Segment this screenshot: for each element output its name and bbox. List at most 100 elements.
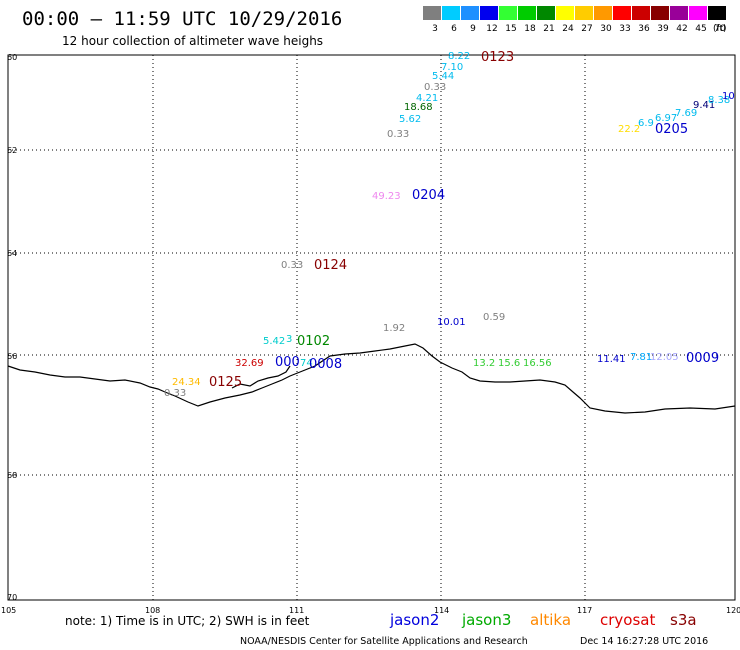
legend-label: 42 xyxy=(676,24,687,34)
legend-swatch xyxy=(594,6,612,20)
legend-label: 6 xyxy=(451,24,457,34)
wave-height-label: 18.68 xyxy=(404,102,433,113)
lat-label: 66 xyxy=(7,352,17,361)
lon-label: 114 xyxy=(434,606,449,615)
satellite-altika: altika xyxy=(530,611,571,629)
graticule xyxy=(8,55,735,600)
satellite-jason3: jason3 xyxy=(461,611,511,629)
wave-height-label: 8.38 xyxy=(708,95,730,106)
satellite-legend: jason2 jason3 altika cryosat s3a xyxy=(389,611,697,629)
pass-time-label: 0205 xyxy=(655,122,688,137)
legend-swatch xyxy=(518,6,536,20)
legend-swatch xyxy=(689,6,707,20)
wave-height-label: 4.21 xyxy=(416,93,438,104)
wave-height-label: 7.10 xyxy=(441,62,463,73)
wave-height-label: 12.05 xyxy=(650,352,679,363)
wave-height-label: 8.22 xyxy=(448,51,470,62)
pass-time-label: 0102 xyxy=(297,334,330,349)
wave-height-label: 6.9 xyxy=(638,118,654,129)
legend-label: 30 xyxy=(600,24,612,34)
legend-swatch xyxy=(499,6,517,20)
wave-height-label: 32.69 xyxy=(235,358,264,369)
legend-label: 33 xyxy=(619,24,630,34)
wave-height-label: 16.56 xyxy=(523,358,552,369)
lat-label: 62 xyxy=(7,146,17,155)
wave-height-label: 10 xyxy=(722,91,735,102)
legend-label: 39 xyxy=(657,24,669,34)
legend-label: 18 xyxy=(524,24,536,34)
wave-height-label: 1.92 xyxy=(383,323,405,334)
legend-label: 21 xyxy=(543,24,554,34)
wave-height-legend xyxy=(423,6,726,20)
pass-time-label: 0009 xyxy=(686,351,719,366)
wave-height-label: 0.33 xyxy=(281,260,303,271)
wave-height-label: 15.6 xyxy=(498,358,520,369)
pass-time-label: 0124 xyxy=(314,258,347,273)
wave-height-label: 6.97 xyxy=(655,113,677,124)
footer-note: note: 1) Time is in UTC; 2) SWH is in fe… xyxy=(65,614,310,628)
wave-height-label: 9.41 xyxy=(693,100,715,111)
lon-label: 105 xyxy=(1,606,16,615)
lon-label: 108 xyxy=(145,606,160,615)
legend-swatch xyxy=(575,6,593,20)
legend-label: 45 xyxy=(695,24,706,34)
legend-label: 70 xyxy=(714,24,726,34)
pass-time-layer: 0123 0204 0124 0102 0008 0125 0205 0009 000 xyxy=(209,50,719,390)
legend-swatch xyxy=(423,6,441,20)
map-title: 00:00 – 11:59 UTC 10/29/2016 xyxy=(22,8,342,30)
map-frame xyxy=(7,54,736,601)
credit-line: NOAA/NESDIS Center for Satellite Applica… xyxy=(240,636,528,647)
legend-swatch xyxy=(461,6,479,20)
legend-swatch xyxy=(708,6,726,20)
pass-time-label: 0123 xyxy=(481,50,514,65)
lat-label: 70 xyxy=(7,593,17,602)
legend-swatch xyxy=(442,6,460,20)
legend-label: 15 xyxy=(505,24,516,34)
lon-label: 117 xyxy=(577,606,592,615)
wave-height-label: 11.41 xyxy=(597,354,626,365)
map-subtitle: 12 hour collection of altimeter wave hei… xyxy=(62,34,323,48)
wave-height-label: 0.33 xyxy=(424,82,446,93)
wave-height-label: 24.34 xyxy=(172,377,201,388)
wave-height-label: 13.2 xyxy=(473,358,495,369)
wave-height-label: 0.59 xyxy=(483,312,505,323)
legend-swatch xyxy=(556,6,574,20)
wave-height-label: 10.01 xyxy=(437,317,466,328)
lat-label: 60 xyxy=(7,53,17,62)
wave-height-label: 3 xyxy=(286,334,292,345)
legend-swatch xyxy=(537,6,555,20)
wave-height-label: 7.69 xyxy=(675,108,697,119)
lat-label: 64 xyxy=(7,249,17,258)
legend-label: 24 xyxy=(562,24,574,34)
lon-label: 120 xyxy=(726,606,740,615)
wave-height-label: 0.33 xyxy=(387,129,409,140)
pass-time-label: 000 xyxy=(275,355,300,370)
legend-label: 12 xyxy=(486,24,497,34)
longitude-labels: 105 108 111 114 117 120 xyxy=(1,606,740,615)
wave-height-label: 5.62 xyxy=(399,114,421,125)
latitude-labels: 60 62 64 66 68 70 xyxy=(7,53,17,602)
coastline-inlet xyxy=(231,365,291,389)
generated-timestamp: Dec 14 16:27:28 UTC 2016 xyxy=(580,636,708,647)
lat-label: 68 xyxy=(7,471,17,480)
satellite-cryosat: cryosat xyxy=(600,611,655,629)
observation-layer: 8.227.105.440.334.2118.685.620.3349.230.… xyxy=(164,51,735,399)
wave-height-label: 5.44 xyxy=(432,71,454,82)
legend-swatch xyxy=(613,6,631,20)
pass-time-label: 0204 xyxy=(412,188,445,203)
lon-label: 111 xyxy=(289,606,304,615)
legend-label: 9 xyxy=(470,24,476,34)
legend-label: 36 xyxy=(638,24,650,34)
coastline xyxy=(7,343,736,414)
legend-swatch xyxy=(480,6,498,20)
wave-height-label: 74 xyxy=(300,358,313,369)
legend-swatch xyxy=(651,6,669,20)
legend-unit: (ft) xyxy=(713,24,727,34)
legend-label: 3 xyxy=(432,24,438,34)
legend-label: 27 xyxy=(581,24,592,34)
wave-height-label: 22.2 xyxy=(618,124,640,135)
legend-swatch xyxy=(632,6,650,20)
wave-height-label: 5.42 xyxy=(263,336,285,347)
wave-height-label: 49.23 xyxy=(372,191,401,202)
